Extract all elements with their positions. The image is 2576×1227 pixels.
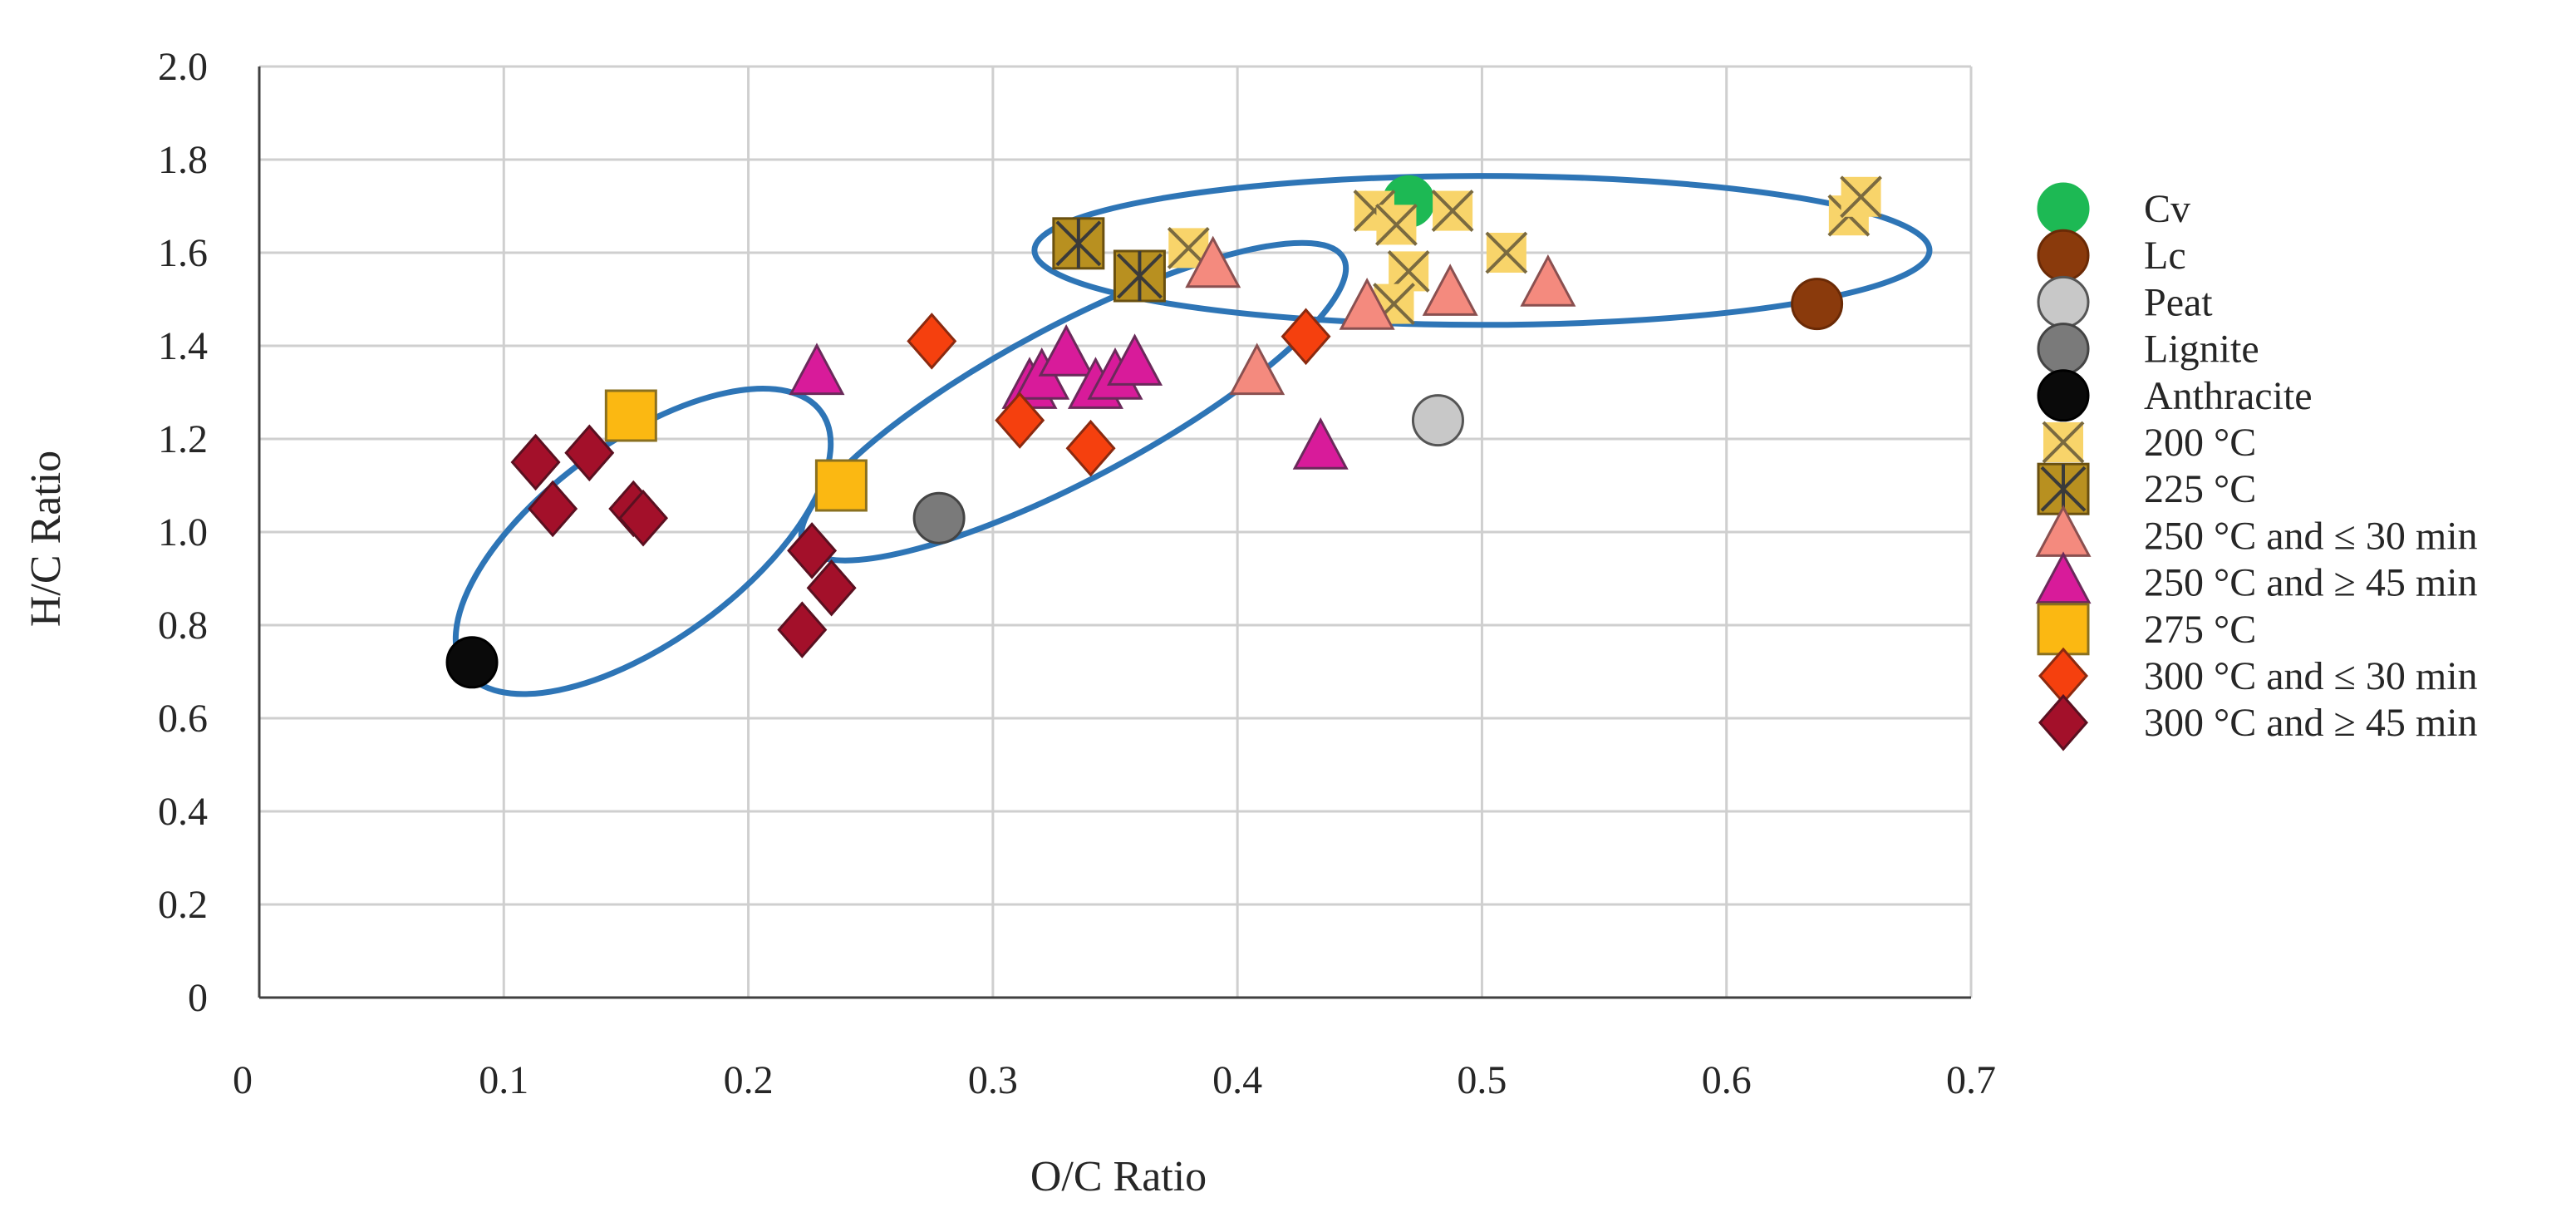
data-point-200-c bbox=[1840, 175, 1882, 219]
legend-label: Lignite bbox=[2144, 328, 2259, 372]
data-point-300-c-and-45-min bbox=[787, 522, 838, 579]
data-point-300-c-and-45-min bbox=[806, 559, 857, 617]
x-axis-title: O/C Ratio bbox=[1030, 1153, 1207, 1200]
data-point-250-c-and-45-min bbox=[789, 342, 845, 396]
data-point-200-c bbox=[1431, 190, 1474, 233]
data-point-200-c bbox=[1375, 203, 1418, 246]
y-tick-label: 1.2 bbox=[158, 417, 208, 461]
data-point-250-c-and-45-min bbox=[1107, 333, 1163, 386]
data-point-lc bbox=[1791, 278, 1844, 331]
legend-item-300-c-and-45-min: 300 °C and ≥ 45 min bbox=[2038, 693, 2478, 751]
data-point-250-c-and-30-min bbox=[1229, 342, 1286, 396]
data-point-300-c-and-30-min bbox=[1281, 308, 1331, 366]
legend-item-225-c: 225 °C bbox=[2037, 462, 2256, 515]
data-point-300-c-and-30-min bbox=[1065, 419, 1116, 477]
legend-marker-cv bbox=[2037, 182, 2090, 235]
x-tick-label: 0.2 bbox=[724, 1058, 774, 1102]
data-point-225-c bbox=[1052, 217, 1105, 270]
legend-label: 300 °C and ≤ 30 min bbox=[2144, 654, 2478, 698]
legend-marker-lc bbox=[2037, 229, 2090, 282]
x-tick-label: 0.6 bbox=[1702, 1058, 1752, 1102]
legend-marker-lignite bbox=[2037, 323, 2090, 376]
y-tick-label: 0.6 bbox=[158, 697, 208, 741]
legend-marker-peat bbox=[2037, 275, 2090, 328]
legend-item-lignite: Lignite bbox=[2037, 323, 2259, 376]
y-tick-label: 1.4 bbox=[158, 324, 208, 368]
data-point-300-c-and-45-min bbox=[528, 480, 578, 538]
legend-marker-anthracite bbox=[2037, 369, 2090, 422]
grid-lines bbox=[259, 65, 1973, 998]
legend-label: Peat bbox=[2144, 280, 2213, 324]
data-point-200-c bbox=[1485, 231, 1528, 274]
data-point-225-c bbox=[1113, 249, 1166, 303]
data-point-peat bbox=[1411, 394, 1464, 447]
legend-label: 200 °C bbox=[2144, 421, 2256, 465]
cluster-ellipses bbox=[452, 173, 1933, 697]
x-tick-label: 0.4 bbox=[1212, 1058, 1262, 1102]
data-point-300-c-and-45-min bbox=[564, 424, 615, 482]
data-point-250-c-and-45-min bbox=[1038, 324, 1094, 377]
legend-item-cv: Cv bbox=[2037, 182, 2190, 235]
legend-item-250-c-and-30-min: 250 °C and ≤ 30 min bbox=[2035, 505, 2478, 558]
legend-item-300-c-and-30-min: 300 °C and ≤ 30 min bbox=[2038, 647, 2478, 705]
data-point-300-c-and-45-min bbox=[618, 489, 669, 547]
legend-label: 300 °C and ≥ 45 min bbox=[2144, 701, 2478, 745]
x-tick-label: 0.7 bbox=[1946, 1058, 1996, 1102]
legend-marker-300-c-and-45-min bbox=[2038, 693, 2088, 751]
legend-label: Anthracite bbox=[2144, 374, 2313, 418]
y-tick-label: 2.0 bbox=[158, 45, 208, 89]
legend-item-peat: Peat bbox=[2037, 275, 2213, 328]
data-point-275-c bbox=[604, 389, 657, 442]
legend-item-275-c: 275 °C bbox=[2037, 603, 2256, 656]
data-point-300-c-and-30-min bbox=[995, 392, 1045, 449]
y-tick-label: 0.2 bbox=[158, 883, 208, 927]
x-tick-label: 0.3 bbox=[968, 1058, 1018, 1102]
data-point-300-c-and-45-min bbox=[510, 433, 561, 491]
data-point-anthracite bbox=[445, 636, 499, 689]
data-point-lignite bbox=[912, 491, 966, 545]
data-point-300-c-and-45-min bbox=[777, 601, 828, 658]
data-point-250-c-and-45-min bbox=[1292, 417, 1349, 470]
data-point-250-c-and-30-min bbox=[1339, 278, 1395, 330]
legend-item-250-c-and-45-min: 250 °C and ≥ 45 min bbox=[2035, 551, 2478, 605]
legend-marker-275-c bbox=[2037, 603, 2090, 656]
legend-label: Lc bbox=[2144, 234, 2186, 278]
legend-label: 250 °C and ≥ 45 min bbox=[2144, 561, 2478, 605]
y-tick-label: 1.8 bbox=[158, 138, 208, 182]
legend-label: 225 °C bbox=[2144, 467, 2256, 511]
data-point-250-c-and-30-min bbox=[1422, 264, 1478, 316]
legend-label: 275 °C bbox=[2144, 608, 2256, 652]
legend-item-anthracite: Anthracite bbox=[2037, 369, 2313, 422]
cluster-ellipse bbox=[1031, 173, 1933, 328]
legend-label: Cv bbox=[2144, 187, 2190, 231]
data-points bbox=[445, 175, 1882, 689]
legend-item-200-c: 200 °C bbox=[2042, 421, 2256, 465]
legend-item-lc: Lc bbox=[2037, 229, 2186, 282]
y-tick-label: 0 bbox=[188, 976, 208, 1020]
axes bbox=[258, 67, 1971, 999]
data-point-275-c bbox=[814, 459, 868, 512]
y-tick-label: 0.8 bbox=[158, 604, 208, 648]
x-tick-label: 0.1 bbox=[479, 1058, 528, 1102]
legend-marker-250-c-and-45-min bbox=[2035, 551, 2092, 604]
data-point-300-c-and-30-min bbox=[907, 313, 957, 370]
x-tick-label: 0 bbox=[233, 1058, 253, 1102]
y-tick-label: 1.6 bbox=[158, 231, 208, 275]
tick-labels: 0 0.1 0.2 0.3 0.4 0.5 0.6 0.7 0 0.2 0.4 0.6 0.8 1.0 1.… bbox=[158, 45, 1996, 1102]
legend-marker-200-c bbox=[2042, 421, 2085, 464]
y-tick-label: 1.0 bbox=[158, 510, 208, 554]
data-point-250-c-and-30-min bbox=[1185, 235, 1241, 288]
data-point-250-c-and-30-min bbox=[1520, 254, 1576, 307]
y-axis-title: H/C Ratio bbox=[22, 451, 70, 627]
legend-label: 250 °C and ≤ 30 min bbox=[2144, 514, 2478, 558]
y-tick-label: 0.4 bbox=[158, 790, 208, 834]
x-tick-label: 0.5 bbox=[1457, 1058, 1507, 1102]
